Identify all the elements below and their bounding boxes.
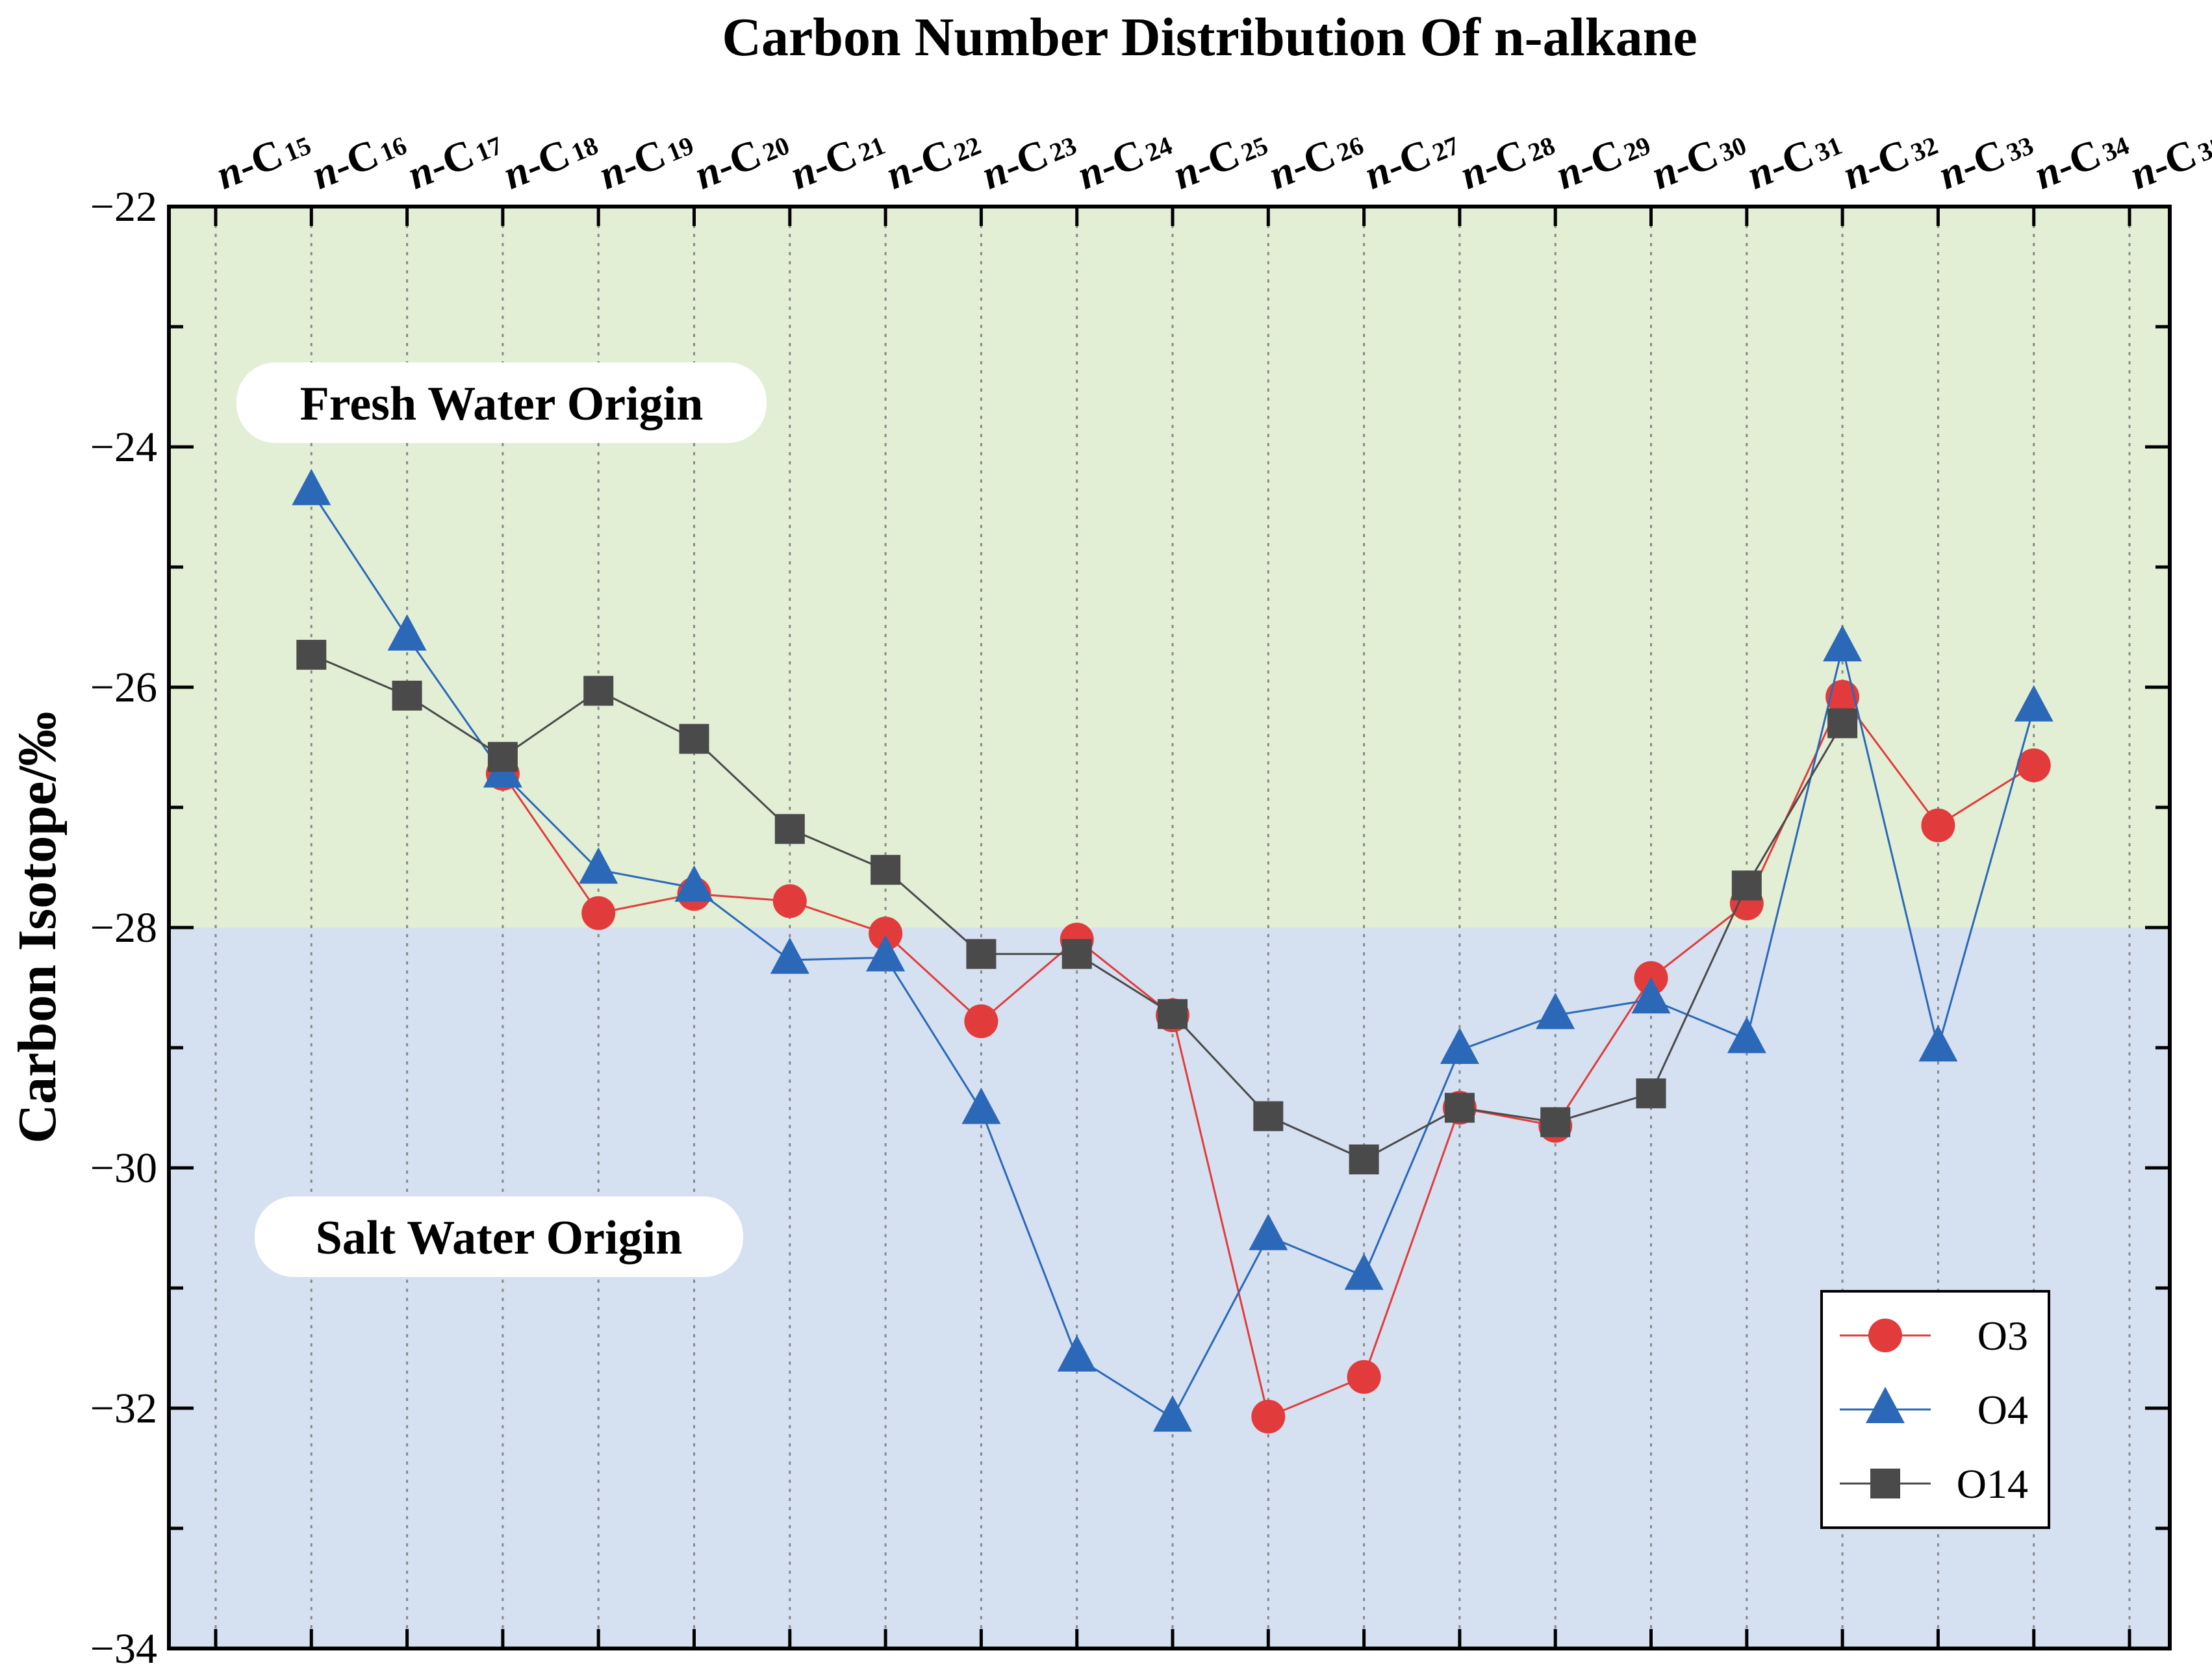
data-point-O3 (1825, 679, 1860, 714)
x-tick-label: n-C22 (880, 119, 987, 198)
data-point-O4 (1440, 1027, 1479, 1064)
data-point-O14 (1731, 870, 1762, 901)
data-point-O4 (387, 614, 427, 651)
chart-title: Carbon Number Distribution Of n-alkane (722, 7, 1697, 68)
x-tick-label: n-C31 (1740, 119, 1848, 198)
x-tick-label: n-C29 (1549, 119, 1657, 198)
data-point-O4 (1057, 1335, 1097, 1372)
x-tick-label: n-C33 (1932, 119, 2039, 198)
region-label-text: Fresh Water Origin (300, 377, 704, 431)
x-tick-label: n-C30 (1645, 119, 1752, 198)
region-label-text: Salt Water Origin (316, 1211, 683, 1265)
data-point-O3 (581, 896, 616, 930)
data-point-O4 (866, 935, 906, 972)
x-tick-label: n-C16 (305, 119, 413, 198)
data-point-O3 (1251, 1399, 1286, 1434)
data-point-O4 (1918, 1025, 1958, 1062)
data-point-O14 (679, 724, 709, 754)
data-point-O3 (1921, 808, 1955, 842)
data-point-O4 (1249, 1213, 1288, 1250)
data-point-O4 (1631, 977, 1671, 1014)
data-point-O14 (1253, 1101, 1284, 1131)
data-point-O4 (579, 847, 618, 884)
legend-marker (1870, 1469, 1900, 1498)
data-point-O14 (966, 939, 997, 969)
x-tick-label: n-C34 (2028, 119, 2135, 198)
series-O4 (292, 468, 2053, 1432)
x-tick-label: n-C27 (1358, 119, 1465, 198)
legend-marker (1868, 1319, 1902, 1352)
data-point-O4 (1823, 625, 1862, 662)
data-point-O14 (774, 814, 805, 844)
data-point-O4 (1344, 1253, 1384, 1290)
x-tick-label: n-C18 (497, 119, 604, 198)
y-tick-label: −28 (90, 904, 157, 952)
series-layer (292, 468, 2053, 1434)
data-point-O3 (2016, 748, 2051, 783)
y-tick-label: −34 (90, 1625, 157, 1668)
data-point-O4 (292, 468, 331, 505)
data-point-O4 (1536, 992, 1575, 1030)
region-label-pill (255, 1196, 743, 1277)
region-band-0 (169, 207, 2170, 928)
data-point-O4 (1727, 1017, 1766, 1054)
x-tick-label: n-C23 (975, 119, 1082, 198)
y-tick-label: −22 (90, 183, 157, 231)
data-point-O4 (1153, 1395, 1192, 1432)
data-point-O14 (1827, 708, 1858, 739)
region-label-pill (236, 362, 767, 443)
y-axis-label: Carbon Isotope/‰ (7, 711, 68, 1143)
region-label-1: Salt Water Origin (255, 1196, 743, 1277)
data-point-O3 (1347, 1359, 1381, 1394)
data-point-O14 (1444, 1093, 1475, 1123)
legend-label: O4 (1977, 1387, 2028, 1433)
x-tick-label: n-C19 (592, 119, 700, 198)
y-tick-label: −30 (90, 1144, 157, 1192)
data-point-O3 (964, 1004, 998, 1039)
region-band-1 (169, 928, 2170, 1649)
legend-marker (1866, 1387, 1905, 1423)
data-point-O4 (674, 865, 714, 902)
x-tick-label: n-C21 (783, 119, 891, 198)
y-tick-label: −24 (90, 423, 157, 471)
x-tick-label: n-C17 (401, 119, 508, 198)
data-point-O14 (392, 680, 422, 711)
legend-layer: O3 O4 O14 (1820, 1290, 2050, 1529)
x-tick-label: n-C26 (1262, 119, 1369, 198)
region-label-0: Fresh Water Origin (236, 362, 767, 443)
series-O14 (296, 640, 1858, 1175)
x-tick-label: n-C15 (210, 119, 317, 198)
data-point-O14 (1158, 999, 1188, 1030)
data-point-O4 (2014, 685, 2053, 722)
x-tick-label: n-C32 (1837, 119, 1944, 198)
y-tick-label: −26 (90, 664, 157, 711)
data-point-O14 (487, 742, 518, 772)
region-labels-layer: Fresh Water Origin Salt Water Origin (236, 362, 767, 1277)
data-point-O14 (1540, 1107, 1571, 1137)
x-tick-label: n-C24 (1071, 119, 1178, 198)
data-point-O14 (1062, 939, 1092, 969)
x-tick-label: n-C25 (1167, 119, 1274, 198)
data-point-O3 (869, 916, 903, 951)
y-tick-label: −32 (90, 1385, 157, 1432)
data-point-O14 (1349, 1144, 1379, 1175)
data-point-O3 (772, 884, 807, 918)
legend-entry-O3: O3 (1840, 1313, 2028, 1359)
data-point-O14 (1636, 1078, 1666, 1109)
x-tick-label: n-C28 (1454, 119, 1561, 198)
data-point-O14 (583, 676, 614, 706)
x-tick-label: n-C20 (688, 119, 795, 198)
legend-entry-O14: O14 (1840, 1461, 2028, 1507)
legend-entry-O4: O4 (1840, 1387, 2028, 1433)
legend-label: O14 (1957, 1461, 2028, 1507)
data-point-O14 (296, 640, 327, 670)
x-tick-label: n-C35 (2124, 119, 2212, 198)
data-point-O4 (770, 937, 809, 974)
data-point-O14 (871, 855, 901, 885)
legend-label: O3 (1977, 1313, 2028, 1359)
data-point-O4 (961, 1087, 1001, 1124)
